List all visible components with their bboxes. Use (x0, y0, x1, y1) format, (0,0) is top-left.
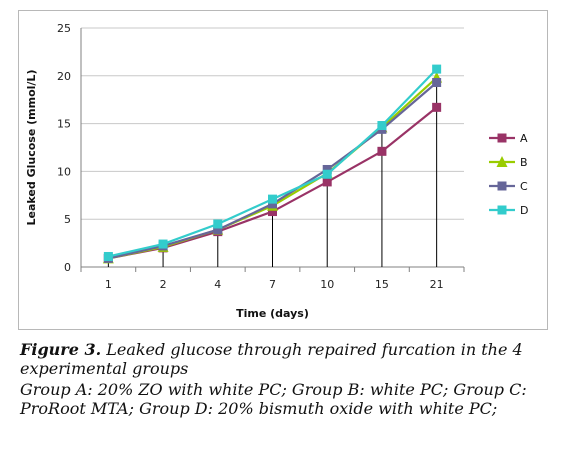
legend-item: B (489, 156, 528, 169)
legend-item: D (489, 204, 528, 217)
series-D (103, 64, 442, 261)
y-tick-label: 0 (64, 261, 71, 274)
legend-label: B (520, 156, 528, 169)
series-group (102, 64, 443, 264)
chart-panel: 0 5 10 15 20 25 1 2 4 7 10 15 21 Time (days) Leaked … (18, 10, 548, 330)
data-point (377, 146, 387, 156)
legend-item: A (489, 132, 528, 145)
figure-caption: Figure 3. Leaked glucose through repaire… (20, 340, 560, 418)
legend-marker (496, 156, 508, 167)
x-tick-label: 7 (269, 278, 276, 291)
drop-lines (107, 69, 438, 267)
data-point (432, 102, 442, 112)
x-tick-label: 21 (430, 278, 444, 291)
data-point (432, 77, 442, 87)
y-axis-title: Leaked Glucose (mmol/L) (25, 70, 38, 226)
y-tick-label: 5 (64, 213, 71, 226)
y-tick-label: 25 (57, 22, 71, 35)
data-point (322, 164, 332, 174)
data-point (432, 64, 442, 74)
x-tick-label: 2 (160, 278, 167, 291)
grid-lines (81, 27, 464, 220)
legend-marker (497, 133, 507, 143)
line-chart: 0 5 10 15 20 25 1 2 4 7 10 15 21 Time (days) Leaked … (25, 22, 528, 320)
legend-label: C (520, 180, 528, 193)
x-tick-label: 15 (375, 278, 389, 291)
data-point (213, 225, 223, 235)
data-point (377, 121, 387, 131)
tick-labels: 0 5 10 15 20 25 1 2 4 7 10 15 21 (57, 22, 444, 291)
data-point (322, 177, 332, 187)
data-point (103, 251, 113, 261)
x-tick-label: 10 (320, 278, 334, 291)
x-tick-label: 1 (105, 278, 112, 291)
data-point (268, 207, 277, 217)
data-point (158, 239, 168, 249)
legend-marker (497, 181, 507, 191)
legend-marker (497, 205, 507, 215)
data-point (268, 199, 277, 209)
legend-label: A (520, 132, 528, 145)
y-tick-label: 20 (57, 70, 71, 83)
caption-groups: Group A: 20% ZO with white PC; Group B: … (20, 380, 527, 418)
figure-label: Figure 3. (20, 340, 102, 359)
y-tick-label: 15 (57, 118, 71, 131)
caption-title-text: Leaked glucose through repaired furcatio… (20, 340, 523, 378)
data-point (322, 169, 332, 179)
data-point (268, 194, 277, 204)
data-point (213, 219, 223, 229)
legend-label: D (520, 204, 528, 217)
x-axis-title: Time (days) (236, 307, 309, 320)
caption-title: Figure 3. Leaked glucose through repaire… (20, 340, 560, 378)
legend-item: C (489, 180, 528, 193)
x-tick-label: 4 (214, 278, 221, 291)
y-tick-label: 10 (57, 165, 71, 178)
